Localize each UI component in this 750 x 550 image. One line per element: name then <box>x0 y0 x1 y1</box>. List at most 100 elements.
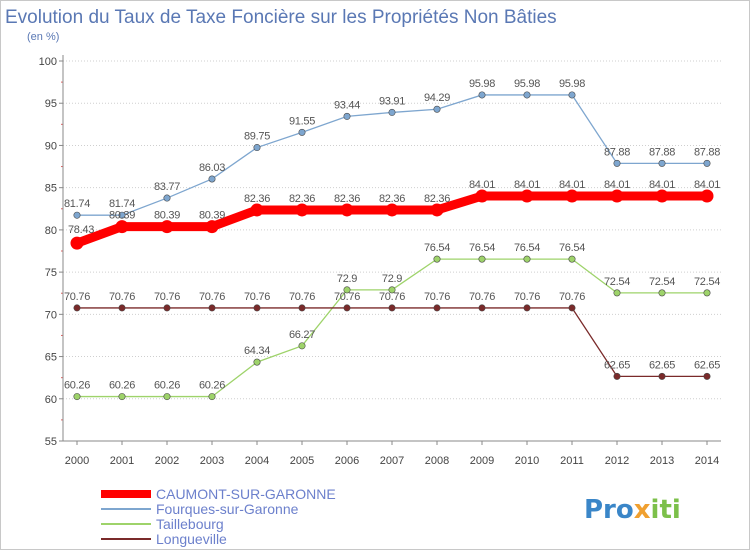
data-label-taillebourg: 72.9 <box>382 273 402 285</box>
data-label-taillebourg: 72.54 <box>694 276 720 288</box>
y-tick-label: 75 <box>45 267 57 279</box>
data-label-longueville: 62.65 <box>604 359 630 371</box>
legend: CAUMONT-SUR-GARONNEFourques-sur-GaronneT… <box>101 486 336 547</box>
data-point-longueville <box>388 304 396 312</box>
data-point-longueville <box>658 372 666 380</box>
data-point-taillebourg <box>703 289 711 297</box>
data-label-longueville: 70.76 <box>64 291 90 303</box>
data-label-fourques-sur-garonne: 83.77 <box>154 181 180 193</box>
data-label-caumont-sur-garonne: 82.36 <box>244 193 270 205</box>
data-point-fourques-sur-garonne <box>568 91 576 99</box>
y-tick-label: 85 <box>45 183 57 195</box>
data-label-fourques-sur-garonne: 95.98 <box>469 78 495 90</box>
logo-text-x: x <box>634 495 651 525</box>
x-tick-label: 2011 <box>560 455 584 467</box>
data-label-longueville: 70.76 <box>154 291 180 303</box>
data-label-layer: 78.43 80.39 80.39 80.39 82.36 82.36 82.36 82.36… <box>64 78 721 392</box>
data-label-fourques-sur-garonne: 93.91 <box>379 95 405 107</box>
data-point-caumont-sur-garonne <box>430 203 444 217</box>
y-tick-label: 60 <box>45 394 57 406</box>
data-label-fourques-sur-garonne: 87.88 <box>694 146 720 158</box>
data-point-fourques-sur-garonne <box>523 91 531 99</box>
data-label-caumont-sur-garonne: 84.01 <box>649 179 675 191</box>
y-tick-label: 65 <box>45 352 57 364</box>
x-tick-label: 2003 <box>200 455 224 467</box>
data-point-fourques-sur-garonne <box>613 159 621 167</box>
x-tick-label: 2001 <box>110 455 134 467</box>
data-label-caumont-sur-garonne: 84.01 <box>694 179 720 191</box>
data-point-longueville <box>253 304 261 312</box>
data-label-taillebourg: 72.54 <box>604 276 630 288</box>
data-point-taillebourg <box>208 393 216 401</box>
data-point-fourques-sur-garonne <box>478 91 486 99</box>
logo-text-iti: iti <box>651 495 681 525</box>
chart-title: Evolution du Taux de Taxe Foncière sur l… <box>5 7 557 28</box>
data-point-caumont-sur-garonne <box>655 189 669 203</box>
data-point-fourques-sur-garonne <box>208 175 216 183</box>
data-label-fourques-sur-garonne: 86.03 <box>199 162 225 174</box>
data-point-caumont-sur-garonne <box>565 189 579 203</box>
data-point-taillebourg <box>433 255 441 263</box>
data-point-taillebourg <box>478 255 486 263</box>
data-label-fourques-sur-garonne: 81.74 <box>109 198 135 210</box>
data-label-fourques-sur-garonne: 87.88 <box>649 146 675 158</box>
data-label-caumont-sur-garonne: 80.39 <box>199 210 225 222</box>
data-label-caumont-sur-garonne: 84.01 <box>604 179 630 191</box>
data-point-fourques-sur-garonne <box>73 211 81 219</box>
data-point-fourques-sur-garonne <box>433 105 441 113</box>
data-point-longueville <box>118 304 126 312</box>
data-point-caumont-sur-garonne <box>250 203 264 217</box>
x-tick-label: 2009 <box>470 455 494 467</box>
legend-label: Fourques-sur-Garonne <box>156 501 299 517</box>
data-label-longueville: 70.76 <box>559 291 585 303</box>
logo-text-pro: Pro <box>584 495 634 525</box>
series-layer <box>70 91 714 401</box>
x-tick-label: 2014 <box>695 455 719 467</box>
data-point-caumont-sur-garonne <box>385 203 399 217</box>
data-point-caumont-sur-garonne <box>610 189 624 203</box>
data-label-taillebourg: 66.27 <box>289 329 315 341</box>
y-tick-label: 100 <box>39 56 57 68</box>
data-label-caumont-sur-garonne: 78.43 <box>68 224 94 236</box>
data-label-longueville: 70.76 <box>334 291 360 303</box>
data-point-taillebourg <box>613 289 621 297</box>
data-label-caumont-sur-garonne: 80.39 <box>154 210 180 222</box>
data-point-caumont-sur-garonne <box>340 203 354 217</box>
data-point-longueville <box>343 304 351 312</box>
data-label-longueville: 70.76 <box>244 291 270 303</box>
data-label-fourques-sur-garonne: 94.29 <box>424 92 450 104</box>
data-label-caumont-sur-garonne: 84.01 <box>559 179 585 191</box>
data-point-longueville <box>163 304 171 312</box>
data-label-longueville: 62.65 <box>694 359 720 371</box>
data-label-caumont-sur-garonne: 84.01 <box>469 179 495 191</box>
data-point-caumont-sur-garonne <box>160 220 174 234</box>
data-point-longueville <box>73 304 81 312</box>
proxiti-logo: Proxiti <box>584 495 681 525</box>
x-tick-label: 2000 <box>65 455 89 467</box>
data-label-fourques-sur-garonne: 87.88 <box>604 146 630 158</box>
data-label-caumont-sur-garonne: 82.36 <box>379 193 405 205</box>
data-label-fourques-sur-garonne: 95.98 <box>559 78 585 90</box>
data-point-taillebourg <box>388 286 396 294</box>
data-label-taillebourg: 60.26 <box>64 380 90 392</box>
data-label-caumont-sur-garonne: 82.36 <box>289 193 315 205</box>
data-label-caumont-sur-garonne: 80.39 <box>109 210 135 222</box>
data-point-caumont-sur-garonne <box>70 236 84 250</box>
data-label-taillebourg: 76.54 <box>514 242 540 254</box>
data-point-taillebourg <box>253 358 261 366</box>
x-tick-label: 2006 <box>335 455 359 467</box>
data-point-taillebourg <box>73 393 81 401</box>
data-label-longueville: 70.76 <box>199 291 225 303</box>
x-tick-label: 2005 <box>290 455 314 467</box>
x-tick-label: 2002 <box>155 455 179 467</box>
data-label-caumont-sur-garonne: 82.36 <box>424 193 450 205</box>
data-label-longueville: 70.76 <box>424 291 450 303</box>
data-label-longueville: 70.76 <box>289 291 315 303</box>
x-tick-label: 2010 <box>515 455 539 467</box>
x-tick-label: 2007 <box>380 455 404 467</box>
data-label-longueville: 70.76 <box>514 291 540 303</box>
y-tick-label: 90 <box>45 140 57 152</box>
data-point-fourques-sur-garonne <box>253 144 261 152</box>
x-tick-label: 2012 <box>605 455 629 467</box>
legend-label: Longueville <box>156 531 227 547</box>
